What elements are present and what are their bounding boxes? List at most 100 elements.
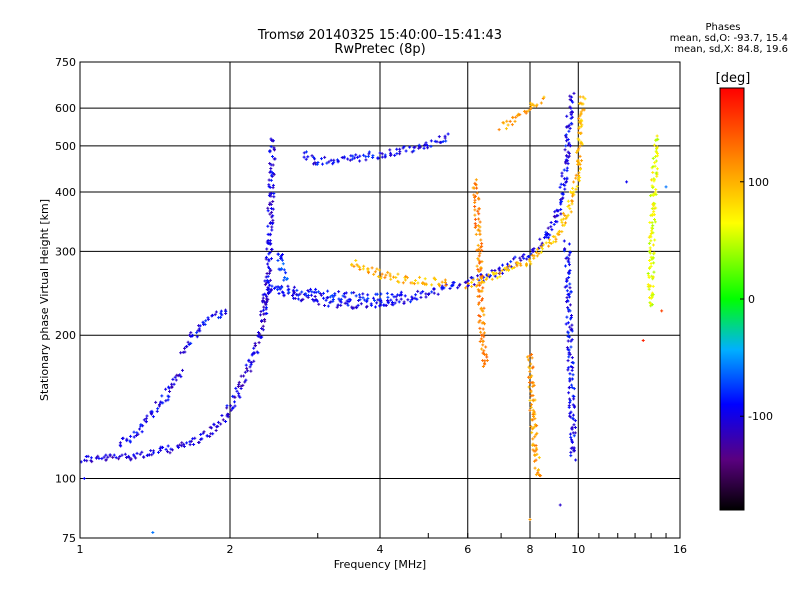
trace-point xyxy=(397,300,401,304)
trace-point xyxy=(166,444,170,448)
trace-point xyxy=(478,283,482,287)
trace-point xyxy=(419,295,423,299)
trace-point xyxy=(296,293,300,297)
trace-point xyxy=(346,303,350,307)
trace-point xyxy=(573,425,577,429)
trace-point xyxy=(229,404,233,408)
trace-point xyxy=(313,294,317,298)
trace-point xyxy=(332,160,336,164)
trace-point xyxy=(282,293,286,297)
trace-point xyxy=(649,231,653,235)
trace-point xyxy=(536,471,540,475)
trace-point xyxy=(490,277,494,281)
trace-point xyxy=(650,193,654,197)
trace-point xyxy=(550,228,554,232)
trace-point xyxy=(655,147,659,151)
trace-point xyxy=(379,303,383,307)
trace-point xyxy=(569,290,573,294)
trace-point xyxy=(373,299,377,303)
trace-point xyxy=(261,308,265,312)
trace-point xyxy=(527,255,531,259)
trace-point xyxy=(166,385,170,389)
trace-point xyxy=(265,281,269,285)
trace-point xyxy=(650,291,654,295)
trace-point xyxy=(269,221,273,224)
trace-point xyxy=(156,450,160,454)
trace-point xyxy=(651,170,655,174)
trace-point xyxy=(554,240,558,244)
trace-point xyxy=(479,330,483,334)
trace-point xyxy=(229,408,233,412)
trace-point xyxy=(654,149,658,153)
trace-point xyxy=(372,272,376,276)
trace-point xyxy=(479,337,483,341)
trace-point xyxy=(312,155,316,159)
trace-point xyxy=(425,144,429,148)
trace-point xyxy=(330,294,334,298)
trace-point xyxy=(537,468,541,472)
trace-point xyxy=(414,293,418,297)
trace-point xyxy=(510,123,514,127)
isolated-point xyxy=(641,338,645,342)
trace-point xyxy=(578,114,582,118)
trace-point xyxy=(129,457,133,461)
trace-point xyxy=(506,123,510,127)
trace-point xyxy=(412,282,416,286)
trace-point xyxy=(539,250,543,254)
trace-point xyxy=(480,248,484,252)
trace-point xyxy=(652,251,656,255)
trace-point xyxy=(568,282,572,286)
trace-point xyxy=(171,377,175,381)
trace-point xyxy=(190,334,194,338)
trace-point xyxy=(568,325,572,329)
trace-point xyxy=(570,190,574,194)
trace-point xyxy=(492,272,496,276)
trace-point xyxy=(96,454,100,458)
trace-point xyxy=(263,279,267,283)
trace-point xyxy=(509,260,513,264)
trace-point xyxy=(272,173,276,177)
trace-point xyxy=(443,281,447,285)
trace-point xyxy=(412,149,416,153)
trace-point xyxy=(226,413,230,417)
trace-point xyxy=(583,97,587,101)
trace-point xyxy=(570,202,574,206)
trace-point xyxy=(235,389,239,393)
trace-point xyxy=(567,129,571,133)
trace-point xyxy=(478,225,482,229)
trace-point xyxy=(261,296,265,300)
trace-point xyxy=(533,453,537,457)
trace-point xyxy=(481,351,485,355)
trace-point xyxy=(567,154,571,158)
trace-point xyxy=(282,278,286,282)
trace-point xyxy=(268,269,272,273)
trace-point xyxy=(418,275,422,279)
trace-point xyxy=(367,152,371,156)
trace-point xyxy=(189,341,193,345)
trace-point xyxy=(123,452,127,456)
trace-point xyxy=(311,297,315,301)
phase-stats-x: mean, sd,X: 84.8, 19.6 xyxy=(674,44,788,55)
trace-point xyxy=(530,374,534,378)
trace-point xyxy=(473,225,477,229)
trace-point xyxy=(568,352,572,356)
trace-point xyxy=(652,204,656,208)
trace-point xyxy=(568,303,572,307)
trace-point xyxy=(406,298,410,302)
trace-point xyxy=(264,306,268,310)
trace-point xyxy=(138,427,142,431)
trace-point xyxy=(541,243,545,247)
trace-point xyxy=(178,443,182,447)
trace-point xyxy=(359,302,363,306)
trace-point xyxy=(358,154,362,158)
trace-point xyxy=(547,238,551,242)
trace-point xyxy=(648,266,652,270)
trace-point xyxy=(195,335,199,339)
trace-point xyxy=(270,210,274,214)
trace-point xyxy=(433,277,437,281)
trace-point xyxy=(189,331,193,335)
trace-point xyxy=(647,287,651,291)
trace-point xyxy=(578,131,582,135)
y-axis-ticks: 75 100 200 300 400 500 600 750 xyxy=(55,56,76,545)
trace-point xyxy=(167,395,171,399)
